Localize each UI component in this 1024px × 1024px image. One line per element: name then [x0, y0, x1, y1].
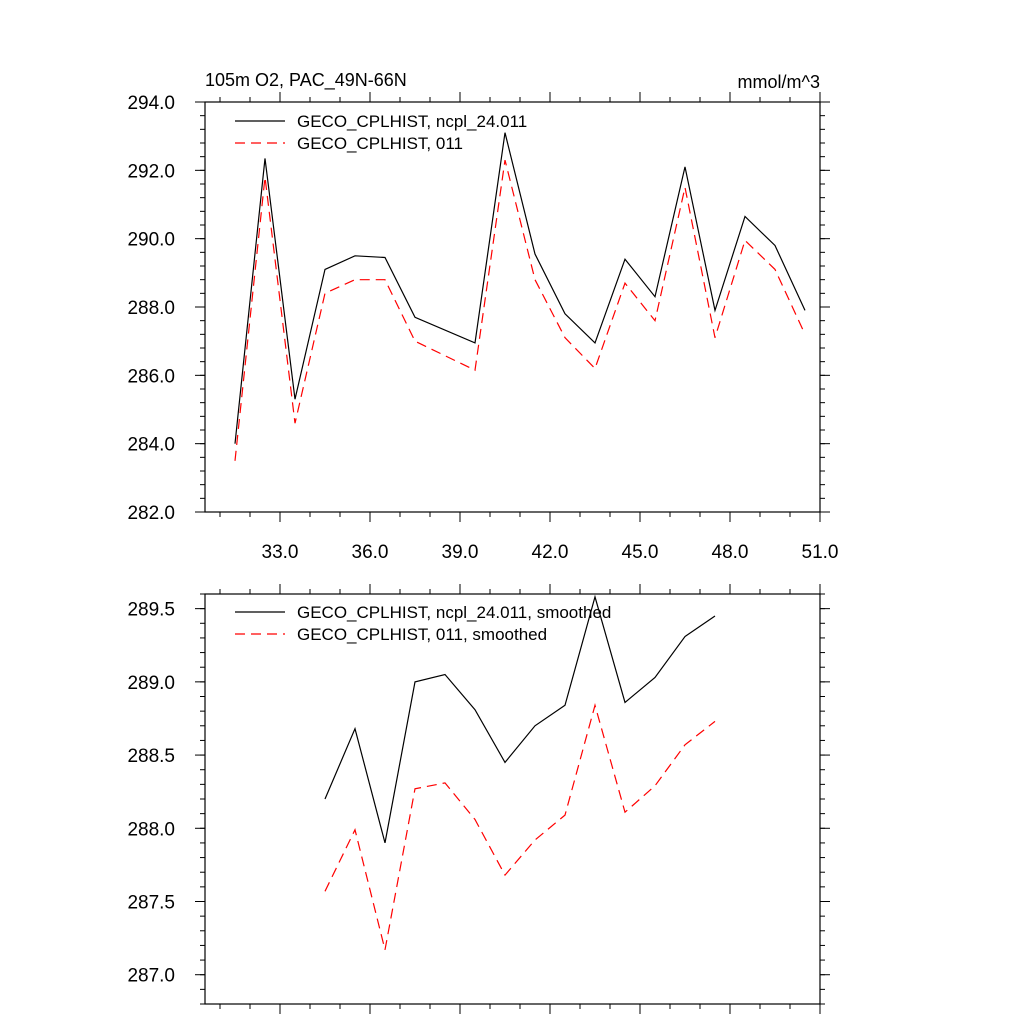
chart-units: mmol/m^3 — [738, 72, 820, 92]
y-tick-label: 287.0 — [127, 966, 175, 987]
x-tick-label: 48.0 — [712, 542, 749, 563]
x-tick-label: 39.0 — [442, 542, 479, 563]
plot-frame — [204, 593, 821, 1005]
bottom-panel: 287.0 287.5 288.0 288.5 289.0 289.5 GECO_CPLH… — [127, 584, 830, 1014]
y-tick-label: 292.0 — [127, 161, 175, 182]
legend-label: GECO_CPLHIST, 011, smoothed — [297, 625, 547, 644]
bottom-legend: GECO_CPLHIST, ncpl_24.011, smoothed GECO… — [235, 603, 611, 644]
series-line-black-solid — [234, 132, 806, 444]
x-tick-label: 33.0 — [262, 542, 299, 563]
y-tick-label: 288.5 — [127, 746, 175, 767]
series-line-red-dashed — [234, 159, 806, 461]
y-tick-label: 290.0 — [127, 230, 175, 251]
legend-label: GECO_CPLHIST, 011 — [297, 134, 463, 153]
x-tick-label: 45.0 — [622, 542, 659, 563]
y-tick-label: 286.0 — [127, 366, 175, 387]
legend-label: GECO_CPLHIST, ncpl_24.011, smoothed — [297, 603, 611, 622]
y-tick-label: 294.0 — [127, 93, 175, 114]
y-tick-label: 288.0 — [127, 298, 175, 319]
x-tick-label: 42.0 — [532, 542, 569, 563]
x-tick-label: 36.0 — [352, 542, 389, 563]
bottom-plot-area: 287.0 287.5 288.0 288.5 289.0 289.5 — [127, 584, 830, 1014]
y-tick-label: 289.5 — [127, 600, 175, 621]
y-tick-label: 289.0 — [127, 673, 175, 694]
legend-label: GECO_CPLHIST, ncpl_24.011 — [297, 112, 527, 131]
top-plot-area: 282.0 284.0 286.0 288.0 290.0 292.0 294.0 33.0 3… — [127, 92, 838, 563]
y-tick-label: 282.0 — [127, 503, 175, 524]
chart-title: 105m O2, PAC_49N-66N — [205, 70, 407, 91]
y-tick-label: 287.5 — [127, 893, 175, 914]
top-legend: GECO_CPLHIST, ncpl_24.011 GECO_CPLHIST, … — [235, 112, 527, 153]
top-panel: 105m O2, PAC_49N-66N mmol/m^3 282.0 284.0… — [127, 70, 838, 563]
series-line-red-dashed — [324, 703, 716, 950]
series-line-black-solid — [324, 594, 716, 844]
y-tick-label: 288.0 — [127, 819, 175, 840]
y-tick-label: 284.0 — [127, 435, 175, 456]
x-tick-label: 51.0 — [802, 542, 839, 563]
